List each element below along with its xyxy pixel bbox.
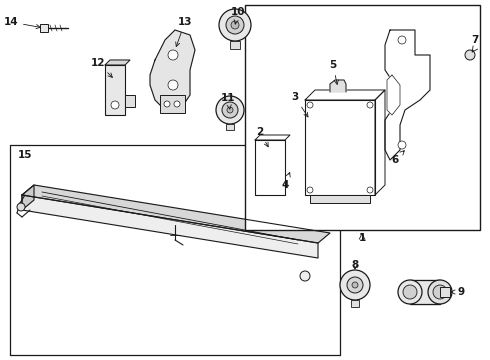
Polygon shape (105, 60, 130, 65)
Circle shape (367, 187, 373, 193)
Circle shape (367, 102, 373, 108)
Bar (245, 5, 480, 230)
Circle shape (227, 107, 233, 113)
Bar (310, 195, 370, 203)
Bar (351, 300, 359, 307)
Circle shape (231, 21, 239, 29)
Polygon shape (387, 75, 400, 115)
Bar (226, 124, 234, 130)
Polygon shape (255, 135, 290, 140)
Polygon shape (305, 90, 385, 100)
Polygon shape (375, 90, 385, 195)
Text: 11: 11 (221, 93, 235, 109)
Text: 15: 15 (18, 150, 32, 160)
Polygon shape (305, 100, 375, 195)
Text: 6: 6 (392, 150, 404, 165)
Text: 3: 3 (292, 92, 308, 117)
Circle shape (398, 141, 406, 149)
Bar (105, 65, 125, 115)
Circle shape (216, 96, 244, 124)
Polygon shape (255, 140, 285, 195)
Text: 4: 4 (281, 172, 290, 190)
Text: 7: 7 (471, 35, 479, 45)
Circle shape (164, 101, 170, 107)
Circle shape (398, 36, 406, 44)
Circle shape (168, 50, 178, 60)
Circle shape (17, 203, 25, 211)
Circle shape (340, 270, 370, 300)
Bar (125, 95, 135, 107)
Circle shape (428, 280, 452, 304)
Circle shape (300, 271, 310, 281)
Circle shape (307, 187, 313, 193)
Bar (40, 24, 48, 32)
Polygon shape (22, 185, 330, 243)
Circle shape (219, 9, 251, 41)
Text: 13: 13 (176, 17, 192, 46)
Circle shape (226, 16, 244, 34)
Circle shape (433, 285, 447, 299)
Circle shape (352, 282, 358, 288)
Text: 12: 12 (91, 58, 112, 77)
Polygon shape (22, 185, 34, 210)
Circle shape (168, 80, 178, 90)
Bar (305, 100, 375, 195)
Polygon shape (22, 195, 318, 258)
Circle shape (174, 101, 180, 107)
Text: 5: 5 (329, 60, 339, 84)
Bar (410, 280, 440, 304)
Polygon shape (385, 30, 430, 160)
Circle shape (403, 285, 417, 299)
Text: 8: 8 (351, 260, 359, 270)
Circle shape (465, 50, 475, 60)
Bar (160, 95, 185, 113)
Circle shape (398, 280, 422, 304)
Circle shape (111, 101, 119, 109)
Text: 14: 14 (3, 17, 40, 29)
Bar (230, 41, 240, 49)
Polygon shape (150, 30, 195, 110)
Circle shape (222, 102, 238, 118)
Polygon shape (330, 80, 346, 92)
Circle shape (307, 102, 313, 108)
Bar (440, 287, 450, 297)
Text: 9: 9 (451, 287, 465, 297)
Text: 1: 1 (358, 233, 366, 243)
Circle shape (347, 277, 363, 293)
Text: 2: 2 (256, 127, 268, 147)
Text: 10: 10 (231, 7, 245, 24)
